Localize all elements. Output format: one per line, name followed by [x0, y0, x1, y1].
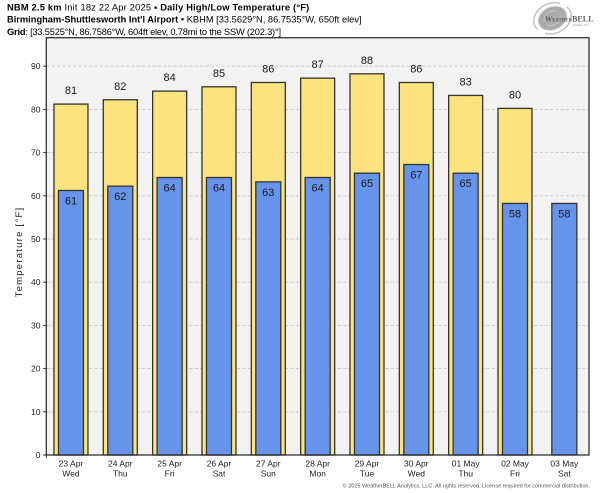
svg-text:81: 81 — [65, 85, 77, 97]
svg-text:90: 90 — [31, 61, 41, 71]
svg-text:0: 0 — [36, 450, 41, 460]
svg-text:87: 87 — [312, 59, 324, 71]
svg-text:83: 83 — [460, 76, 472, 88]
svg-text:© 2025 WeatherBELL Analytics,: © 2025 WeatherBELL Analytics, LLC. All r… — [343, 483, 591, 490]
svg-text:24 Apr: 24 Apr — [108, 459, 133, 469]
svg-text:23 Apr: 23 Apr — [59, 459, 84, 469]
svg-text:64: 64 — [312, 183, 324, 195]
svg-text:58: 58 — [509, 208, 521, 220]
svg-text:67: 67 — [410, 170, 422, 182]
svg-text:64: 64 — [164, 183, 176, 195]
svg-text:Sat: Sat — [213, 469, 226, 479]
svg-text:Birmingham-Shuttlesworth Int'l: Birmingham-Shuttlesworth Int'l Airport •… — [7, 15, 362, 25]
svg-text:Temperature [°F]: Temperature [°F] — [14, 207, 25, 298]
svg-text:63: 63 — [262, 187, 274, 199]
svg-text:26 Apr: 26 Apr — [207, 459, 232, 469]
svg-text:Mon: Mon — [309, 469, 326, 479]
svg-text:80: 80 — [509, 89, 521, 101]
svg-text:85: 85 — [213, 68, 225, 80]
svg-text:Wed: Wed — [408, 469, 426, 479]
svg-text:65: 65 — [361, 178, 373, 190]
svg-text:Sun: Sun — [261, 469, 276, 479]
svg-text:80: 80 — [31, 104, 41, 114]
svg-text:Fri: Fri — [165, 469, 175, 479]
svg-text:NBM 2.5 km Init 18z 22 Apr 202: NBM 2.5 km Init 18z 22 Apr 2025 • Daily … — [7, 2, 309, 12]
svg-text:27 Apr: 27 Apr — [256, 459, 281, 469]
svg-text:58: 58 — [558, 208, 570, 220]
svg-text:Thu: Thu — [458, 469, 473, 479]
svg-text:60: 60 — [31, 191, 41, 201]
svg-text:Grid: [33.5525°N, 86.7586°W, 6: Grid: [33.5525°N, 86.7586°W, 604ft elev,… — [7, 27, 281, 37]
svg-text:88: 88 — [361, 55, 373, 67]
svg-text:Wed: Wed — [62, 469, 80, 479]
svg-text:Tue: Tue — [360, 469, 375, 479]
svg-text:20: 20 — [31, 364, 41, 374]
svg-text:30: 30 — [31, 320, 41, 330]
svg-text:29 Apr: 29 Apr — [355, 459, 380, 469]
svg-text:62: 62 — [114, 191, 126, 203]
svg-text:25 Apr: 25 Apr — [157, 459, 182, 469]
svg-text:65: 65 — [460, 178, 472, 190]
svg-text:30 Apr: 30 Apr — [404, 459, 429, 469]
svg-text:WEATHERBELL: WEATHERBELL — [545, 15, 593, 24]
svg-text:03 May: 03 May — [550, 459, 579, 469]
svg-text:40: 40 — [31, 277, 41, 287]
svg-text:02 May: 02 May — [501, 459, 530, 469]
svg-text:Fri: Fri — [510, 469, 520, 479]
svg-text:84: 84 — [164, 72, 176, 84]
svg-text:86: 86 — [262, 63, 274, 75]
svg-text:Thu: Thu — [113, 469, 128, 479]
svg-text:10: 10 — [31, 407, 41, 417]
svg-text:50: 50 — [31, 234, 41, 244]
svg-text:82: 82 — [114, 81, 126, 93]
svg-text:64: 64 — [213, 183, 225, 195]
svg-text:61: 61 — [65, 195, 77, 207]
svg-text:01 May: 01 May — [452, 459, 481, 469]
svg-text:70: 70 — [31, 148, 41, 158]
svg-text:86: 86 — [410, 63, 422, 75]
svg-text:Sat: Sat — [558, 469, 571, 479]
svg-text:Analytics LLC: Analytics LLC — [572, 24, 589, 27]
svg-text:28 Apr: 28 Apr — [305, 459, 330, 469]
